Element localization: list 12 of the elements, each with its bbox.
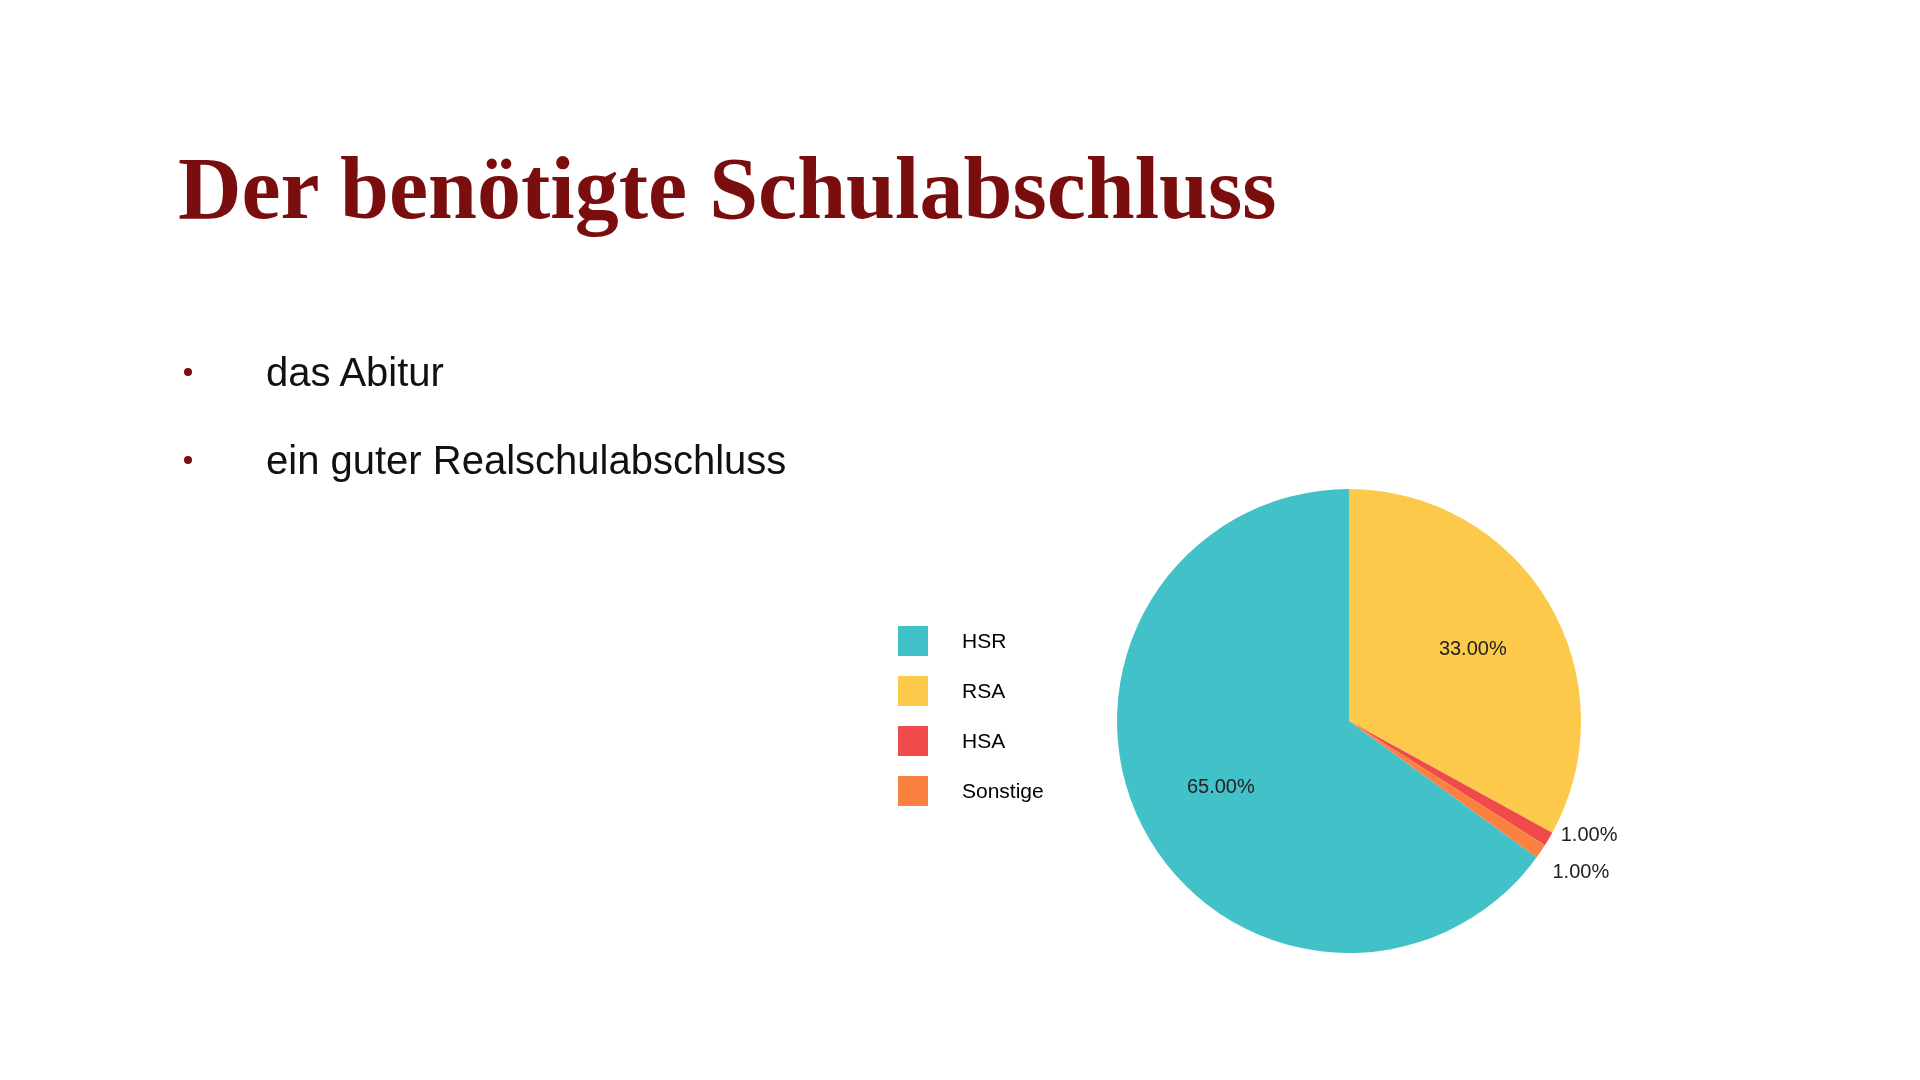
legend-label: RSA (962, 679, 1006, 703)
data-label: 65.00% (1186, 775, 1255, 798)
data-label: 33.00% (1438, 636, 1507, 659)
text: ein guter Realschulabschluss (266, 437, 787, 483)
legend-label: Sonstige (962, 779, 1044, 803)
text: das Abitur (266, 349, 444, 395)
legend-label: HSR (962, 629, 1007, 653)
chart-title: Der benötigte Schulabschluss (178, 139, 1277, 239)
legend-label: HSA (962, 729, 1006, 753)
data-label: 1.00% (1552, 860, 1610, 883)
data-label: 1.00% (1560, 823, 1618, 846)
pie-slice (1116, 489, 1537, 953)
